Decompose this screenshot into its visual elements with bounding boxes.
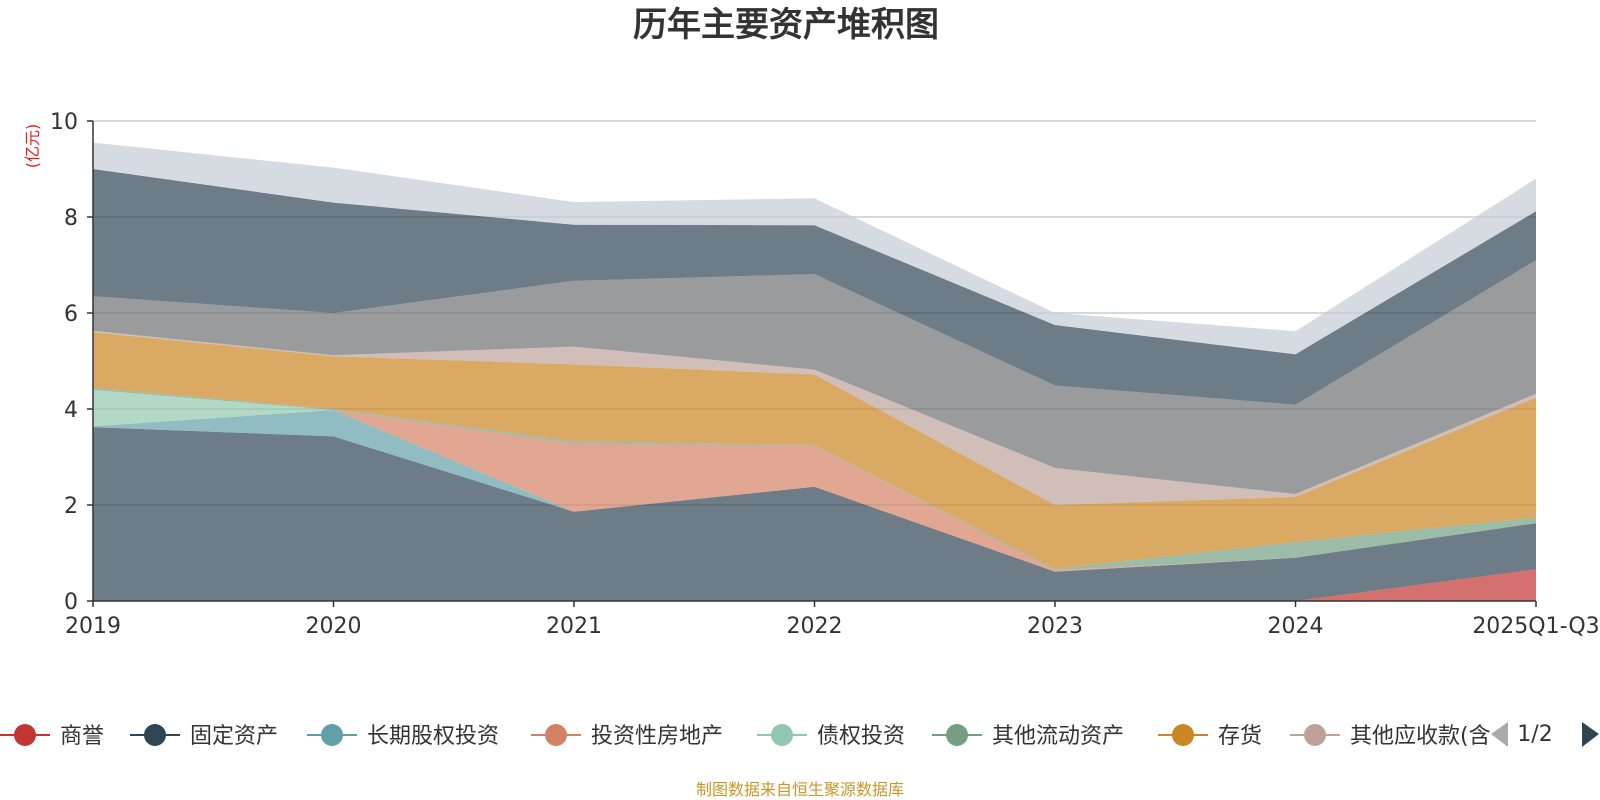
legend-item-投资性房地产[interactable]: 投资性房地产	[531, 724, 723, 749]
axes: 0 2 4 6 8 10 2019 2020 2021 2022 2023 2024 2025Q1-Q3	[50, 110, 1600, 639]
legend-page-indicator: 1/2	[1517, 722, 1552, 747]
x-tick-label: 2025Q1-Q3	[1472, 614, 1599, 639]
legend-marker	[771, 724, 793, 746]
legend-next-icon[interactable]	[1582, 722, 1599, 747]
x-tick-label: 2020	[306, 614, 362, 639]
y-tick-label: 0	[64, 590, 78, 615]
x-tick-label: 2023	[1027, 614, 1083, 639]
area-存货	[93, 332, 1536, 569]
area-长期股权投资	[93, 410, 1536, 572]
x-tick-label: 2024	[1268, 614, 1324, 639]
area-投资性房地产	[93, 410, 1536, 572]
legend-prev-icon[interactable]	[1491, 722, 1508, 747]
legend-marker	[946, 724, 968, 746]
y-tick-label: 4	[64, 398, 78, 423]
y-tick-label: 8	[64, 206, 78, 231]
legend-item-其他应收款-含利息和股利-[interactable]: 其他应收款(含	[1290, 724, 1491, 749]
area-series-9	[93, 260, 1536, 494]
area-series-11	[93, 142, 1536, 355]
legend-label: 商誉	[60, 724, 104, 749]
legend-marker	[1304, 724, 1326, 746]
x-tick-label: 2019	[65, 614, 121, 639]
legend-item-长期股权投资[interactable]: 长期股权投资	[307, 724, 499, 749]
legend-item-债权投资[interactable]: 债权投资	[757, 724, 905, 749]
legend-label: 存货	[1218, 724, 1262, 749]
y-axis-unit: (亿元)	[23, 124, 42, 169]
legend-label: 固定资产	[190, 724, 278, 749]
legend-item-商誉[interactable]: 商誉	[0, 724, 104, 749]
data-source-note: 制图数据来自恒生聚源数据库	[696, 780, 904, 799]
legend-label: 其他流动资产	[992, 724, 1124, 749]
area-商誉	[93, 569, 1536, 601]
legend-marker	[14, 724, 36, 746]
area-固定资产	[93, 427, 1536, 601]
legend-item-其他流动资产[interactable]: 其他流动资产	[932, 724, 1124, 749]
area-series	[93, 142, 1536, 601]
x-tick-label: 2022	[787, 614, 843, 639]
chart-title: 历年主要资产堆积图	[633, 5, 939, 45]
legend-item-存货[interactable]: 存货	[1158, 724, 1262, 749]
x-tick-label: 2021	[546, 614, 602, 639]
y-tick-label: 10	[50, 110, 78, 135]
legend-marker	[1172, 724, 1194, 746]
legend: 商誉 固定资产 长期股权投资 投资性房地产 债权投资 其他流动资产 存货 其他应收款(含	[0, 724, 1491, 749]
legend-item-固定资产[interactable]: 固定资产	[130, 724, 278, 749]
legend-label: 其他应收款(含	[1350, 724, 1491, 749]
legend-label: 债权投资	[817, 724, 905, 749]
legend-marker	[321, 724, 343, 746]
area-series-10	[93, 169, 1536, 405]
y-tick-label: 2	[64, 494, 78, 519]
area-债权投资	[93, 389, 1536, 571]
legend-pager: 1/2	[1491, 722, 1599, 747]
legend-marker	[545, 724, 567, 746]
legend-label: 长期股权投资	[367, 724, 499, 749]
legend-label: 投资性房地产	[591, 724, 723, 749]
y-tick-label: 6	[64, 302, 78, 327]
legend-marker	[144, 724, 166, 746]
